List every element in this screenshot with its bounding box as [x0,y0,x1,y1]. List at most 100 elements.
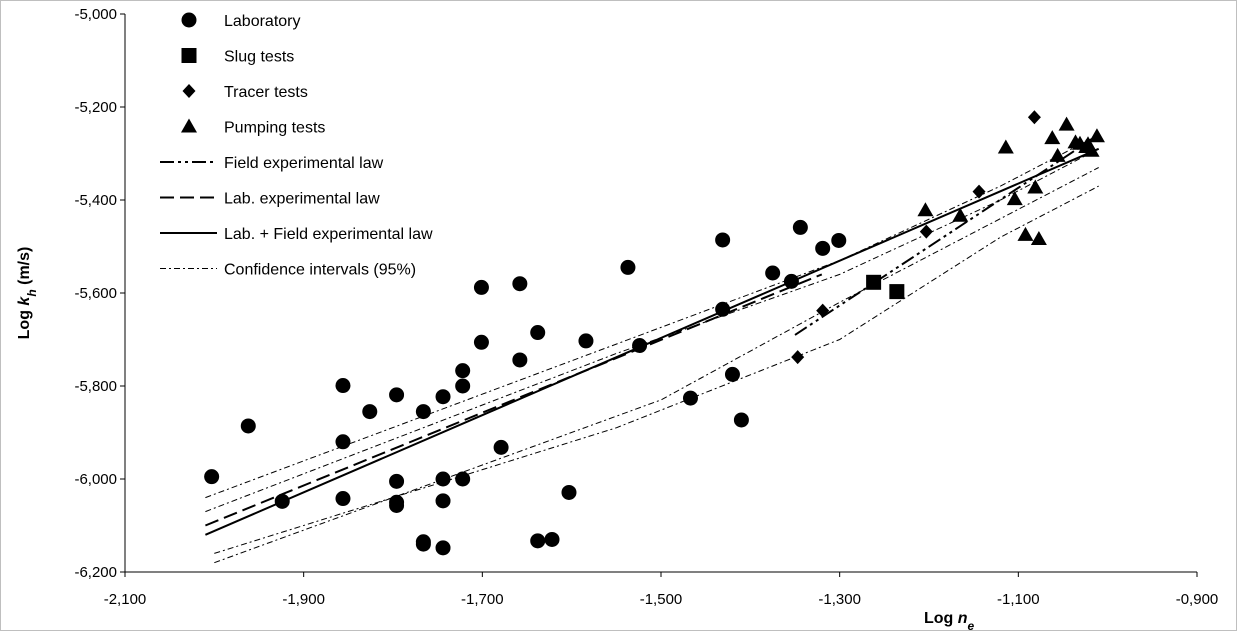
y-tick-label: -5,400 [74,192,117,209]
y-tick-label: -6,000 [74,471,117,488]
circle-point [561,484,577,500]
line-dash-1 [205,273,823,527]
circle-point [455,378,471,394]
circle-point [831,232,847,248]
x-tick-label: -1,900 [282,591,325,608]
x-tick-label: -1,300 [818,591,861,608]
triangle-point [1027,179,1044,194]
diamond-point [972,184,986,199]
circle-point [815,240,831,256]
triangle-point [1080,136,1097,151]
line-dash-dot-thin-4 [205,148,1099,513]
legend-label: Field experimental law [224,155,384,172]
diamond-point [919,224,933,239]
circle-point [512,352,528,368]
data-points [204,110,1105,556]
circle-point [473,334,489,350]
triangle-point [997,139,1014,154]
diamond-point [1027,110,1041,125]
x-axis-title: Log ne [924,610,975,631]
triangle-point [1017,226,1034,241]
legend-swatch-diamond [182,84,196,98]
circle-point [335,434,351,450]
line-solid-2 [205,147,1100,536]
square-point [866,274,882,290]
circle-point [389,473,405,489]
triangle-point [1044,130,1061,145]
x-tick-label: -1,700 [461,591,504,608]
circle-point [530,533,546,549]
triangle-point [952,207,969,222]
diamond-point [791,350,805,365]
square-point [889,284,905,300]
circle-point [493,439,509,455]
legend-swatch-circle [181,12,197,28]
circle-point [632,338,648,354]
circle-point [335,491,351,507]
x-tick-label: -1,100 [997,591,1040,608]
y-axis-title: Log kh (m/s) [16,247,39,340]
legend-label: Tracer tests [224,84,308,101]
circle-point [512,276,528,292]
y-tick-label: -5,200 [74,99,117,116]
legend: Laboratory Slug tests Tracer tests Pumping … [160,12,433,279]
axes: -5,000 -5,200 -5,400 -5,600 -5,800 -6,000 -6,2… [74,6,1218,608]
legend-swatch-triangle [181,118,197,133]
y-tick-label: -5,800 [74,378,117,395]
circle-point [682,390,698,406]
circle-point [715,232,731,248]
circle-point [389,494,405,510]
circle-point [530,325,546,341]
triangle-point [1030,231,1047,246]
circle-point [724,366,740,382]
triangle-point [1049,147,1066,162]
circle-point [240,418,256,434]
legend-label: Laboratory [224,13,301,30]
legend-label: Pumping tests [224,120,325,137]
circle-point [733,412,749,428]
circle-point [335,378,351,394]
legend-label: Lab. experimental law [224,191,380,208]
circle-point [544,531,560,547]
x-tick-label: -1,500 [640,591,683,608]
circle-point [455,471,471,487]
triangle-point [1006,191,1023,206]
circle-point [783,273,799,289]
circle-point [473,279,489,295]
diamond-point [816,303,830,318]
legend-label: Slug tests [224,49,294,66]
triangle-point [917,202,934,217]
circle-point [435,540,451,556]
regression-lines [205,134,1100,564]
circle-point [435,493,451,509]
circle-point [715,301,731,317]
circle-point [765,265,781,281]
circle-point [274,493,290,509]
triangle-point [1088,128,1105,143]
line-dash-dot-thin-5 [214,185,1099,554]
y-tick-label: -6,200 [74,564,117,581]
y-tick-label: -5,600 [74,285,117,302]
circle-point [620,259,636,275]
triangle-point [1058,116,1075,131]
circle-point [435,389,451,405]
circle-point [455,363,471,379]
legend-label: Lab. + Field experimental law [224,226,433,243]
legend-swatch-square [181,48,197,63]
circle-point [415,404,431,420]
circle-point [578,333,594,349]
line-dash-dot-thin-3 [205,134,1099,499]
circle-point [204,469,220,485]
x-tick-label: -2,100 [104,591,147,608]
circle-point [415,536,431,552]
circle-point [792,219,808,235]
x-tick-label: -0,900 [1176,591,1219,608]
circle-point [435,471,451,487]
y-tick-label: -5,000 [74,6,117,23]
circle-point [389,387,405,403]
line-dash-dot-thin-6 [214,167,1099,564]
circle-point [362,404,378,420]
legend-label: Confidence intervals (95%) [224,262,416,279]
